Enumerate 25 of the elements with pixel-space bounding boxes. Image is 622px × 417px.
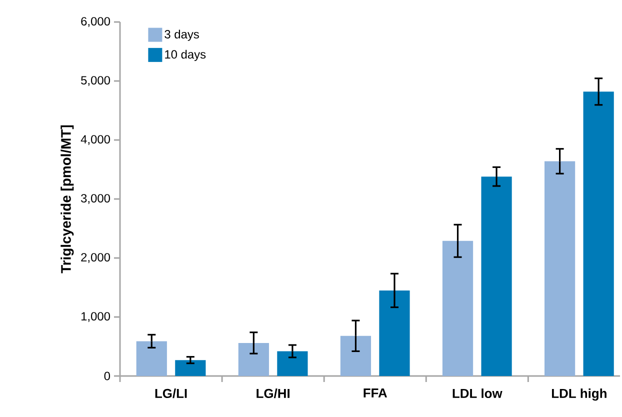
y-tick-label: 4,000	[80, 135, 110, 145]
bar	[583, 92, 614, 376]
x-tick-label: FFA	[364, 388, 388, 398]
bar	[277, 351, 308, 376]
x-tick-label: LDL low	[452, 388, 502, 398]
y-tick-label: 2,000	[81, 253, 110, 263]
bar	[340, 336, 372, 376]
x-tick-label: LDL high	[552, 388, 606, 401]
legend-label: 10 days	[165, 50, 206, 62]
y-tick-label: 5,000	[81, 76, 110, 86]
bar	[442, 240, 474, 376]
y-tick-label: 3,000	[81, 194, 110, 204]
y-tick-label: 1,000	[81, 312, 110, 322]
y-tick-label: 0	[104, 372, 110, 380]
y-axis-title: Triglcyeride [pmol/MT]	[60, 125, 74, 274]
y-tick-label: 6,000	[81, 17, 110, 27]
x-tick-label: LG/LI	[155, 388, 187, 398]
bar	[481, 176, 512, 376]
bar	[136, 341, 167, 376]
bar	[379, 290, 410, 376]
legend-label: 3 days	[164, 30, 199, 41]
x-tick-label: LG/HI	[256, 388, 290, 398]
bar	[175, 360, 206, 376]
bar	[544, 161, 576, 376]
bar	[238, 342, 269, 376]
